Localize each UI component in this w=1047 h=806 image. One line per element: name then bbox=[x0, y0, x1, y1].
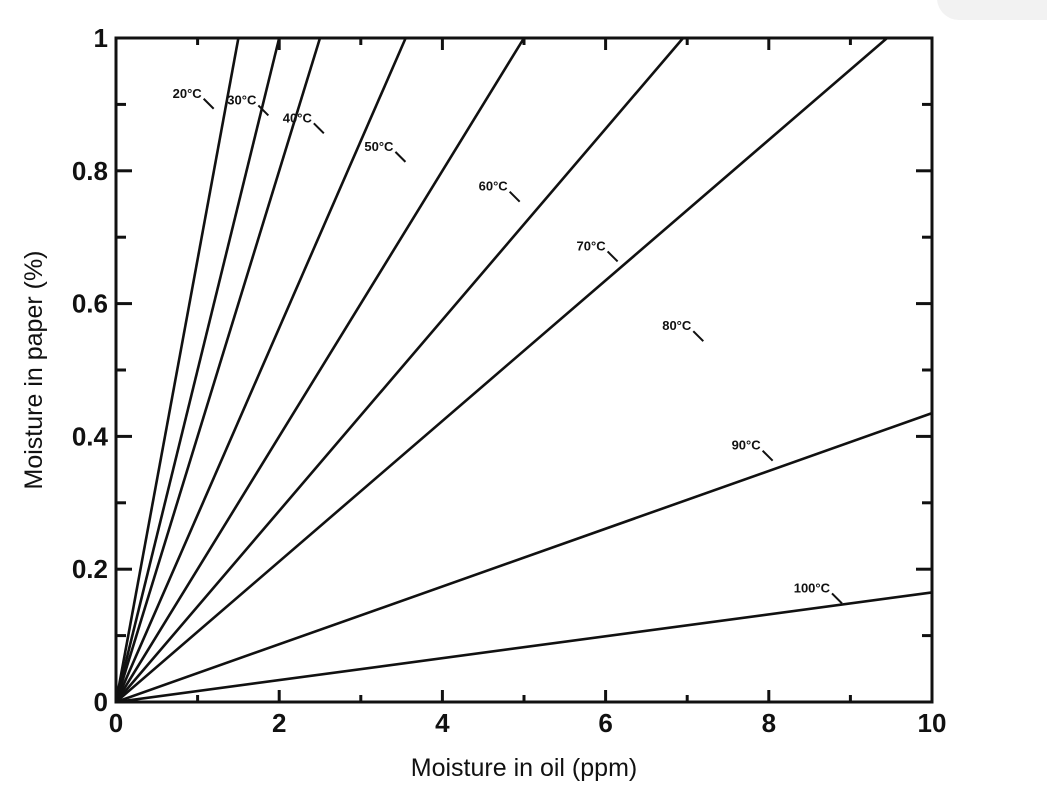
x-tick-label: 4 bbox=[435, 708, 450, 738]
series-label-leader bbox=[394, 151, 407, 163]
labels-layer: 0 2 4 6 8 10 0 0.2 0.4 0.6 0.8 1 20°C 30°C 40°C 50°C 60°… bbox=[72, 23, 947, 738]
x-tick-label: 10 bbox=[918, 708, 947, 738]
series-label: 50°C bbox=[364, 139, 394, 154]
y-tick-label: 0.6 bbox=[72, 289, 108, 319]
series-line bbox=[114, 37, 322, 703]
corner-decoration bbox=[937, 0, 1047, 20]
series-label: 30°C bbox=[227, 92, 257, 107]
series-layer bbox=[114, 37, 933, 704]
ticks-layer bbox=[114, 36, 934, 704]
x-tick-label: 0 bbox=[109, 708, 123, 738]
series-label: 70°C bbox=[577, 238, 607, 253]
series-label-leader bbox=[606, 250, 619, 263]
plot-area bbox=[114, 36, 934, 704]
series-label: 40°C bbox=[283, 110, 313, 125]
series-label-leader bbox=[761, 449, 774, 462]
series-line bbox=[114, 37, 240, 703]
series-line bbox=[115, 37, 685, 703]
series-line bbox=[115, 411, 933, 704]
series-label-leader bbox=[831, 592, 843, 605]
series-line bbox=[114, 37, 281, 703]
y-tick-label: 1 bbox=[94, 23, 108, 53]
plot-frame bbox=[114, 36, 934, 704]
y-axis-title: Moisture in paper (%) bbox=[20, 251, 48, 490]
series-line bbox=[115, 591, 933, 704]
series-label-leader bbox=[692, 330, 704, 342]
x-tick-label: 2 bbox=[272, 708, 286, 738]
y-tick-label: 0.4 bbox=[72, 421, 109, 451]
series-label-leader bbox=[313, 122, 325, 135]
series-label-leader bbox=[508, 191, 521, 203]
series-label: 80°C bbox=[662, 318, 692, 333]
x-tick-label: 6 bbox=[598, 708, 612, 738]
x-tick-label: 8 bbox=[762, 708, 776, 738]
series-label: 60°C bbox=[479, 179, 509, 194]
x-axis-title: Moisture in oil (ppm) bbox=[411, 754, 637, 782]
y-tick-label: 0.2 bbox=[72, 554, 108, 584]
series-label-leader bbox=[257, 104, 270, 117]
series-line bbox=[114, 37, 407, 703]
series-label-leader bbox=[202, 98, 215, 110]
series-label: 20°C bbox=[173, 86, 203, 101]
y-tick-label: 0 bbox=[94, 687, 108, 717]
series-label: 90°C bbox=[732, 438, 762, 453]
series-label: 100°C bbox=[794, 580, 831, 595]
y-tick-label: 0.8 bbox=[72, 156, 108, 186]
series-line bbox=[115, 37, 888, 703]
series-line bbox=[114, 37, 526, 703]
